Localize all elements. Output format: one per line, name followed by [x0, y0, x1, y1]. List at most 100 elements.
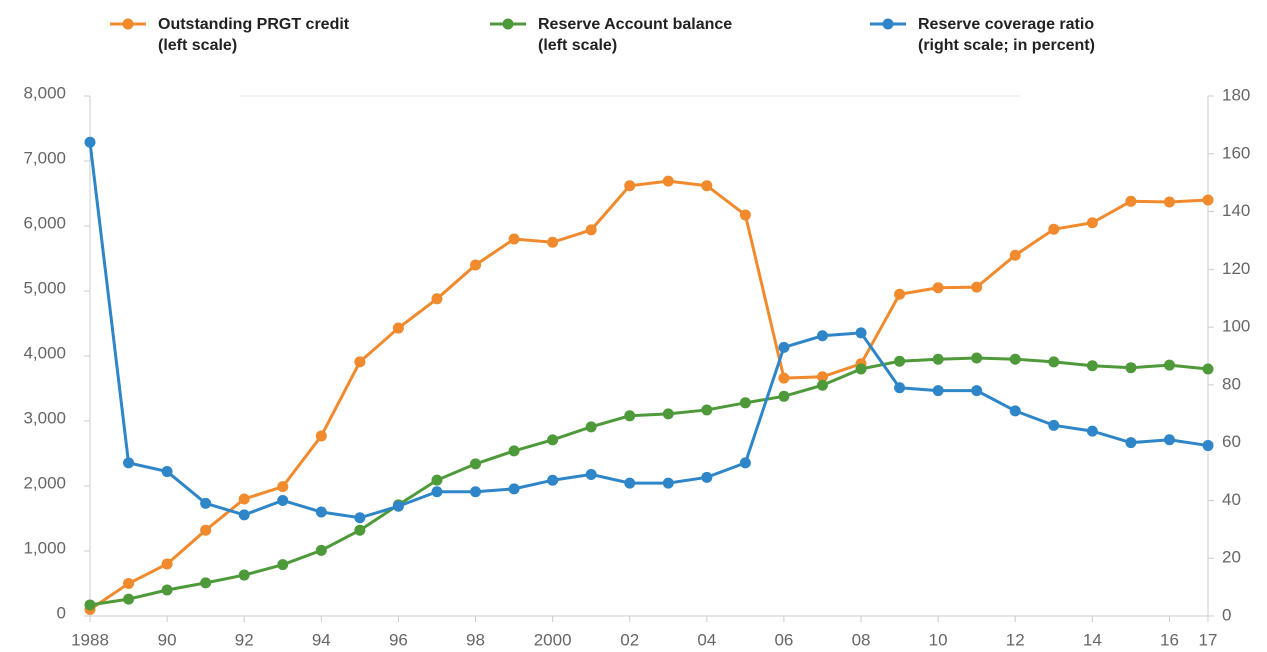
legend-label: Reserve Account balance (left scale) — [538, 16, 733, 54]
data-point — [778, 372, 790, 384]
data-point — [161, 584, 173, 596]
data-point — [1086, 217, 1098, 229]
data-point — [624, 477, 636, 489]
legend-marker — [502, 18, 514, 30]
data-point — [816, 379, 828, 391]
y-tick-label: 4,000 — [23, 343, 66, 362]
legend-label: Reserve coverage ratio (right scale; in … — [918, 16, 1095, 54]
y-tick-label: 7,000 — [23, 148, 66, 167]
data-point — [200, 524, 212, 536]
data-point — [123, 457, 135, 469]
data-point — [1048, 223, 1060, 235]
y-tick-label: 8,000 — [23, 83, 66, 102]
data-point — [431, 486, 443, 498]
legend-label: Outstanding PRGT credit (left scale) — [158, 16, 350, 54]
data-point — [1163, 434, 1175, 446]
data-point — [84, 136, 96, 148]
data-point — [547, 236, 559, 248]
data-point — [354, 524, 366, 536]
data-point — [855, 363, 867, 375]
data-point — [123, 578, 135, 589]
series-line — [88, 142, 1209, 520]
series-line — [89, 356, 1209, 607]
data-point — [161, 466, 173, 478]
data-point — [1009, 405, 1021, 417]
data-point — [932, 353, 944, 365]
data-point — [470, 458, 482, 470]
data-point — [662, 408, 674, 420]
x-tick-label: 92 — [235, 630, 254, 649]
x-tick-label: 10 — [929, 630, 948, 649]
data-point — [1163, 359, 1175, 371]
y2-tick-label: 60 — [1222, 432, 1241, 451]
x-tick-label: 02 — [620, 630, 639, 649]
x-tick-label: 17 — [1199, 630, 1218, 649]
data-point — [1202, 440, 1214, 452]
data-point — [547, 434, 559, 446]
data-point — [894, 288, 906, 300]
data-point — [1125, 437, 1137, 449]
data-point — [855, 327, 867, 339]
data-point — [701, 180, 713, 192]
data-point — [701, 404, 713, 416]
data-point — [470, 486, 482, 498]
data-point — [508, 483, 520, 495]
data-point — [392, 322, 404, 334]
data-point — [1048, 419, 1060, 431]
data-point — [315, 506, 327, 518]
y2-tick-label: 40 — [1222, 490, 1241, 509]
data-point — [238, 493, 250, 505]
data-point — [1202, 363, 1214, 375]
data-point — [932, 385, 944, 397]
data-point — [662, 477, 674, 489]
y-tick-label: 6,000 — [23, 213, 66, 232]
x-tick-label: 96 — [389, 630, 408, 649]
data-point — [200, 497, 212, 509]
x-tick-label: 12 — [1006, 630, 1025, 649]
data-point — [354, 512, 366, 524]
data-point — [1086, 360, 1098, 372]
y2-tick-label: 0 — [1222, 605, 1231, 624]
data-point — [1048, 356, 1060, 368]
y-tick-label: 1,000 — [23, 538, 66, 557]
x-tick-label: 90 — [158, 630, 177, 649]
data-point — [161, 558, 173, 570]
data-point — [739, 457, 751, 469]
x-tick-label: 16 — [1160, 630, 1179, 649]
data-point — [1163, 196, 1175, 208]
data-point — [1086, 425, 1098, 437]
data-point — [816, 371, 828, 383]
data-point — [739, 209, 751, 221]
data-point — [238, 509, 250, 521]
x-tick-label: 04 — [697, 630, 716, 649]
data-point — [277, 559, 289, 571]
legend-marker — [122, 18, 134, 30]
data-point — [1009, 353, 1021, 365]
data-point — [315, 544, 327, 556]
data-point — [508, 445, 520, 457]
data-point — [547, 474, 559, 486]
data-point — [971, 385, 983, 397]
data-point — [470, 259, 482, 271]
data-point — [431, 474, 443, 486]
data-point — [277, 481, 289, 493]
y2-tick-label: 100 — [1222, 317, 1250, 336]
series-line — [89, 179, 1209, 611]
data-point — [894, 355, 906, 367]
data-point — [431, 293, 443, 305]
y-tick-label: 3,000 — [23, 408, 66, 427]
x-tick-label: 08 — [852, 630, 871, 649]
data-point — [277, 494, 289, 506]
x-tick-label: 06 — [774, 630, 793, 649]
data-point — [1125, 362, 1137, 374]
data-point — [200, 577, 212, 589]
y-tick-label: 2,000 — [23, 473, 66, 492]
data-point — [315, 430, 327, 442]
data-point — [894, 382, 906, 394]
y2-tick-label: 180 — [1222, 85, 1250, 104]
data-point — [585, 468, 597, 480]
data-point — [932, 282, 944, 294]
x-tick-label: 98 — [466, 630, 485, 649]
data-point — [1202, 194, 1214, 206]
